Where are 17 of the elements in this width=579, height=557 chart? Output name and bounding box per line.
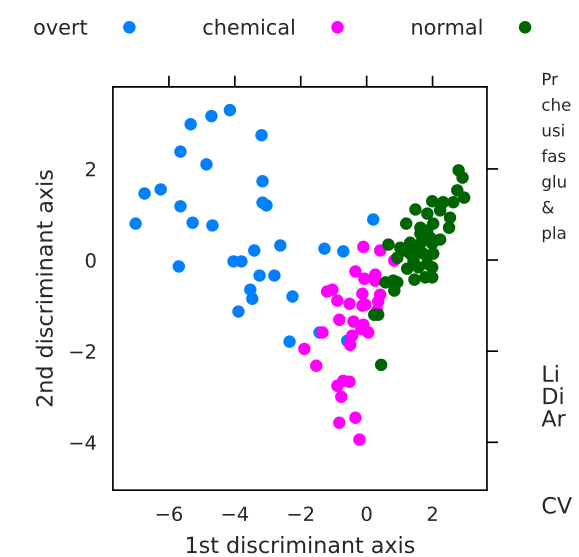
x-tick-label: −6 (156, 506, 182, 522)
y-tick-label: −2 (70, 344, 95, 359)
x-tick-label: 0 (362, 506, 372, 522)
legend-label: overt (34, 20, 88, 35)
text: Pr che usi fas glu & pla (542, 72, 570, 242)
y-tick-label: 0 (86, 253, 96, 268)
x-tick-label: 2 (428, 506, 437, 521)
y-tick-label: 2 (86, 162, 95, 176)
x-tick-label: −2 (288, 506, 314, 521)
x-axis-title: 1st discriminant axis (186, 536, 414, 554)
y-tick-label: −4 (70, 436, 96, 450)
legend-label: chemical (203, 18, 294, 35)
text: Li Di Ar (542, 364, 566, 426)
text: CV (542, 496, 572, 514)
y-axis-title: 2nd discriminant axis (36, 170, 53, 406)
legend-label: normal (412, 18, 482, 35)
x-tick-label: −4 (222, 506, 248, 521)
